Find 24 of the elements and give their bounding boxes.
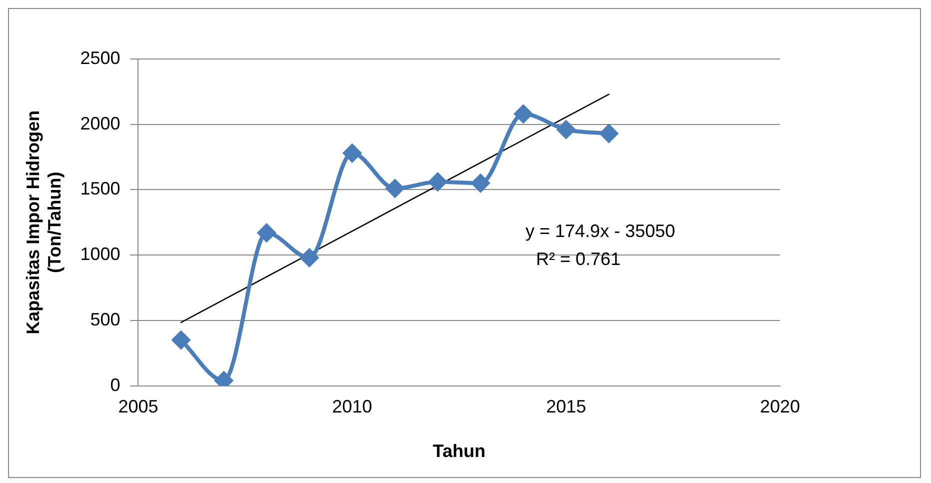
- annotation: R² = 0.761: [536, 249, 621, 270]
- x-tick-label: 2010: [332, 396, 372, 417]
- point: [557, 120, 576, 139]
- point: [600, 124, 618, 143]
- point: [258, 224, 276, 242]
- y-tick-label: 1000: [80, 244, 120, 264]
- y-tick-label: 2500: [80, 48, 120, 68]
- point: [514, 104, 532, 123]
- x-tick-label: 2015: [546, 396, 586, 417]
- y-tick-label: 1500: [80, 178, 120, 199]
- y-tick-label: 500: [90, 309, 120, 330]
- point: [172, 331, 190, 350]
- annotation: y = 174.9x - 35050: [526, 221, 676, 242]
- point: [300, 248, 318, 267]
- point: [472, 174, 490, 192]
- y-tick-label: 0: [110, 374, 120, 395]
- x-tick-label: 2020: [760, 396, 800, 417]
- point: [343, 144, 362, 162]
- point: [428, 172, 447, 191]
- x-tick-label: 2005: [118, 396, 158, 417]
- point: [386, 179, 404, 198]
- x-axis-title: Tahun: [432, 441, 486, 462]
- y-tick-label: 2000: [80, 113, 120, 134]
- y-axis-title: Kapasitas Impor Hidrogen (Ton/Tahun): [22, 110, 64, 334]
